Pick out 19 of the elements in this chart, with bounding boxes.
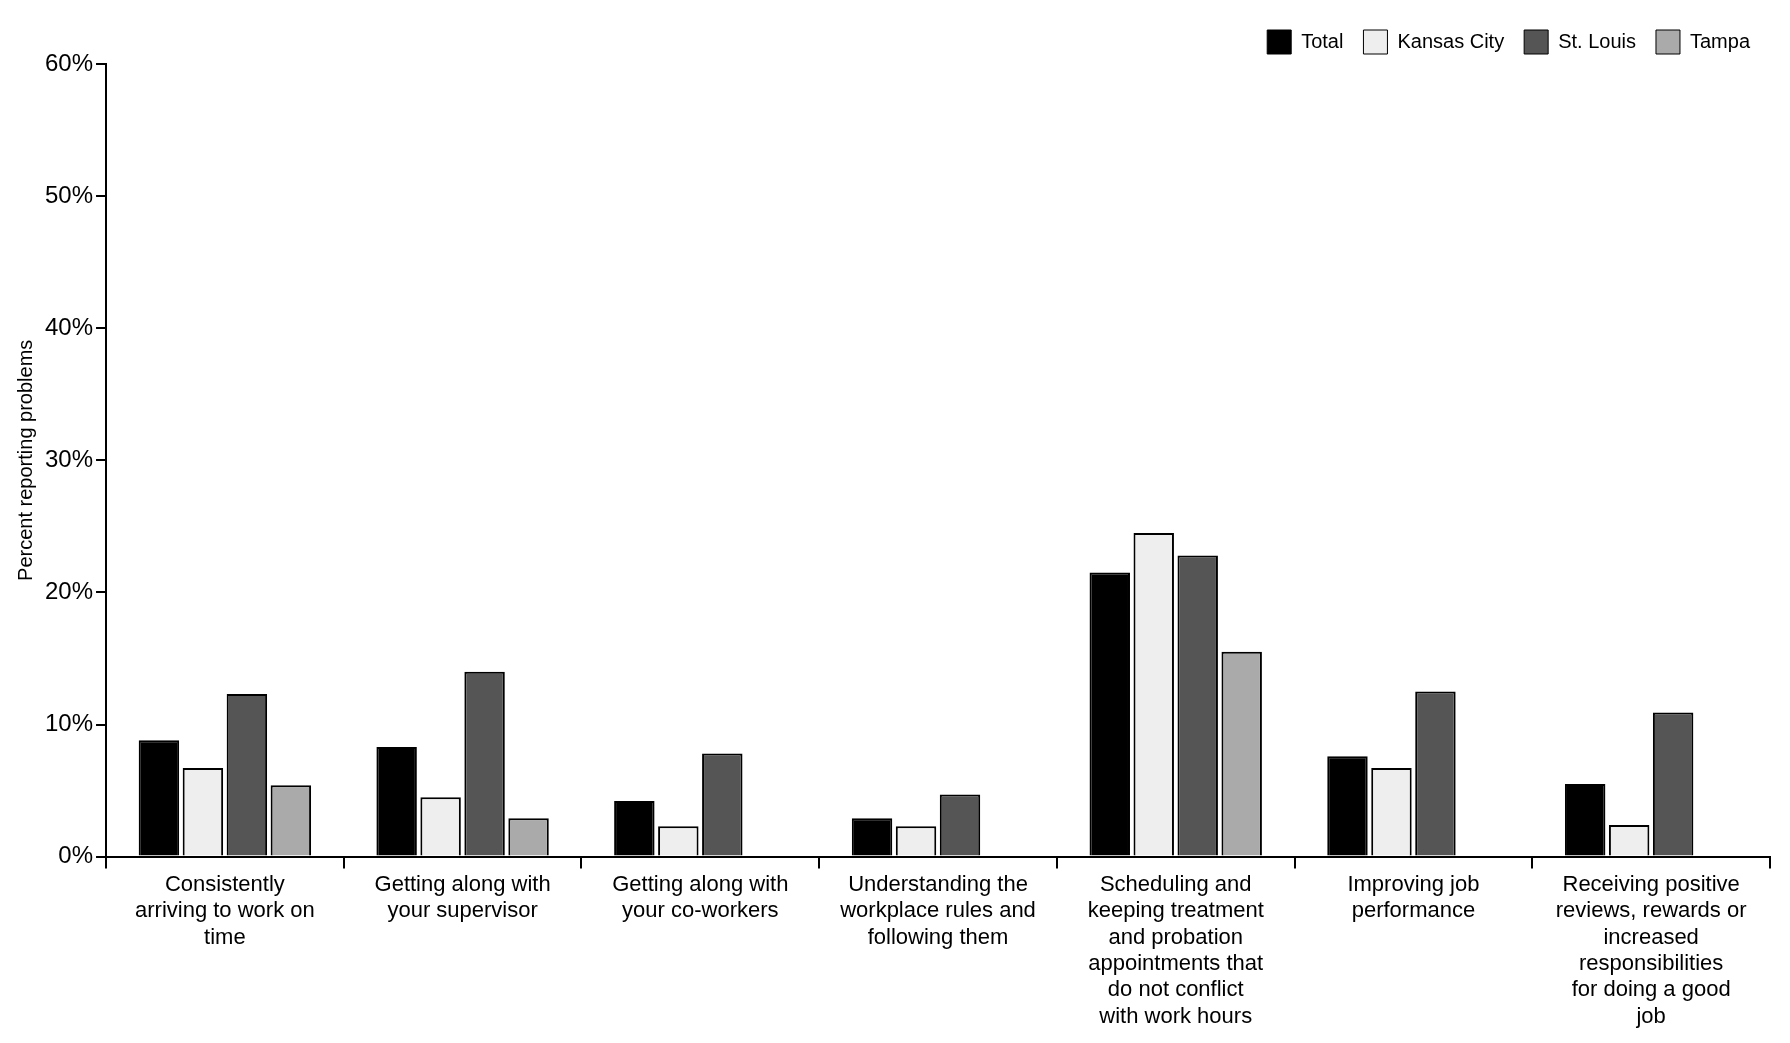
x-tick-label: Getting along with your supervisor: [374, 870, 551, 923]
x-tick-label: Understanding the workplace rules and following them: [839, 870, 1036, 949]
x-tick-label: Scheduling and keeping treatment and probation appointments that do not conflict with work hours: [1087, 870, 1264, 1028]
y-tick-label: 0%: [58, 841, 94, 869]
legend-label: Tampa: [1689, 29, 1751, 52]
x-tick-label: Getting along with your co-workers: [612, 870, 789, 923]
y-tick-label: 30%: [44, 444, 94, 472]
legend-label: Kansas City: [1397, 29, 1505, 52]
y-tick-label: 40%: [44, 312, 94, 340]
y-tick-label: 50%: [44, 180, 94, 208]
y-tick-label: 10%: [44, 709, 94, 737]
legend-label: Total: [1301, 29, 1344, 52]
y-axis-title: Percent reporting problems: [13, 339, 36, 581]
x-tick-label: Improving job performance: [1347, 870, 1480, 923]
y-tick-label: 20%: [44, 577, 94, 605]
x-tick-label: Consistently arriving to work on time: [135, 870, 315, 949]
legend-label: St. Louis: [1558, 29, 1636, 52]
y-tick-label: 60%: [44, 48, 94, 76]
x-tick-label: Receiving positive reviews, rewards or increased responsibilities for doing a good job: [1555, 870, 1747, 1028]
